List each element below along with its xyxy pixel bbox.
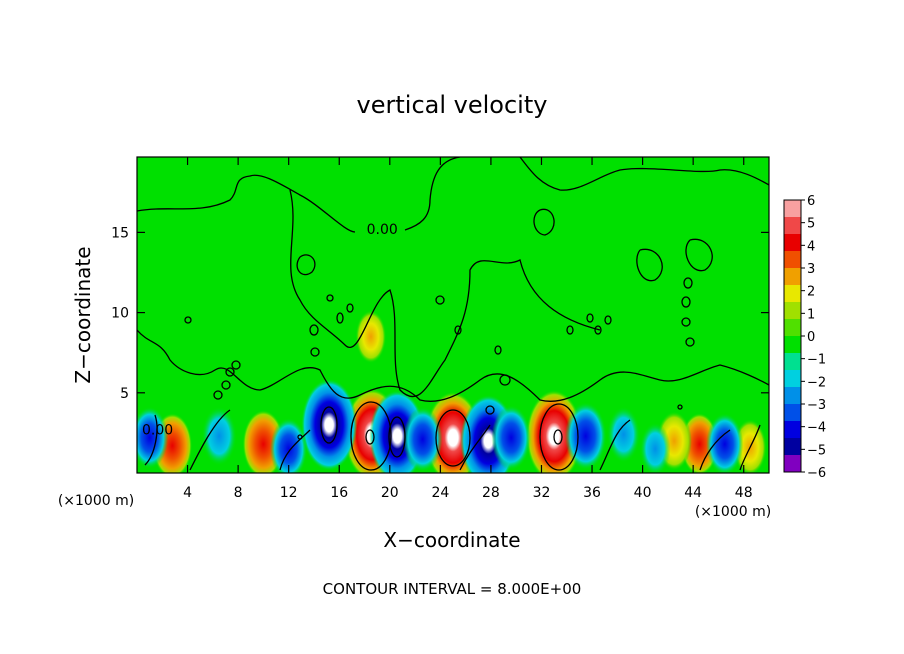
y-axis-ticks: 5 10 15 bbox=[111, 225, 769, 402]
x-tick-label: 44 bbox=[684, 485, 702, 501]
zero-contour-mid bbox=[289, 189, 601, 398]
colorbar-label: −2 bbox=[807, 375, 826, 390]
velocity-cell-16 bbox=[201, 406, 237, 466]
plot-area: 0.00 0.00 bbox=[137, 157, 769, 473]
colorbar-label: 3 bbox=[807, 262, 815, 277]
contour-label-background bbox=[357, 220, 403, 236]
x-tick-label: 28 bbox=[482, 485, 500, 501]
plot-frame bbox=[136, 156, 770, 474]
velocity-cell-8 bbox=[355, 310, 387, 364]
y-tick-label: 5 bbox=[120, 386, 129, 402]
velocity-cell-18 bbox=[607, 406, 641, 463]
colorbar-label: 0 bbox=[807, 330, 815, 345]
colorbar-label: 4 bbox=[807, 239, 815, 254]
x-tick-label: 12 bbox=[280, 485, 298, 501]
colorbar-swatch bbox=[784, 421, 801, 439]
colorbar-swatch bbox=[784, 455, 801, 473]
contour-interval-footer: CONTOUR INTERVAL = 8.000E+00 bbox=[323, 580, 582, 598]
x-tick-label: 20 bbox=[381, 485, 399, 501]
colorbar-swatch bbox=[784, 438, 801, 456]
colorbar-swatch bbox=[784, 217, 801, 235]
x-tick-label: 40 bbox=[634, 485, 652, 501]
zero-contour-upper bbox=[137, 157, 461, 233]
colorbar-label: −3 bbox=[807, 398, 826, 413]
y-tick-label: 10 bbox=[111, 306, 129, 322]
velocity-cells bbox=[137, 310, 767, 473]
colorbar-swatch bbox=[784, 200, 801, 218]
x-axis-ticks: 4 8 12 16 20 24 28 32 36 40 44 48 bbox=[183, 157, 753, 501]
x-tick-label: 16 bbox=[330, 485, 348, 501]
colorbar-swatch bbox=[784, 353, 801, 371]
colorbar-swatch bbox=[784, 251, 801, 269]
zero-contour-upper-mid bbox=[296, 208, 713, 282]
colorbar-swatch bbox=[784, 268, 801, 286]
velocity-cell-11 bbox=[402, 406, 443, 472]
contour-label: 0.00 bbox=[367, 222, 398, 238]
zero-contour-bottom bbox=[144, 409, 761, 471]
colorbar-swatch bbox=[784, 404, 801, 422]
x-tick-label: 24 bbox=[431, 485, 449, 501]
velocity-cell-13 bbox=[491, 405, 531, 471]
x-tick-label: 4 bbox=[183, 485, 192, 501]
velocity-cell-15 bbox=[137, 406, 169, 469]
colorbar-label: −5 bbox=[807, 443, 826, 458]
velocity-cell-17 bbox=[270, 417, 308, 473]
x-axis-label: X−coordinate bbox=[383, 528, 520, 552]
x-tick-label: 8 bbox=[234, 485, 243, 501]
x-unit-right: (×1000 m) bbox=[695, 504, 771, 520]
colorbar-label: −6 bbox=[807, 466, 826, 481]
colorbar: 6 5 4 3 2 1 0 −1 −2 −3 −4 −5 −6 bbox=[783, 194, 826, 481]
velocity-cell-19 bbox=[706, 413, 744, 473]
chart-title: vertical velocity bbox=[357, 91, 548, 119]
x-tick-label: 48 bbox=[735, 485, 753, 501]
x-tick-label: 32 bbox=[533, 485, 551, 501]
colorbar-label: 1 bbox=[807, 307, 815, 322]
colorbar-label: 5 bbox=[807, 217, 815, 232]
colorbar-label: 2 bbox=[807, 285, 815, 300]
colorbar-swatch bbox=[784, 234, 801, 252]
x-unit-left: (×1000 m) bbox=[58, 493, 134, 509]
colorbar-label: 6 bbox=[807, 194, 815, 209]
zero-contour-right bbox=[519, 157, 769, 191]
colorbar-swatch bbox=[784, 319, 801, 337]
velocity-cell-20 bbox=[639, 422, 671, 473]
colorbar-swatch bbox=[784, 370, 801, 388]
zero-contour-lower bbox=[137, 329, 769, 402]
velocity-cell-9 bbox=[301, 378, 358, 471]
colorbar-swatch bbox=[784, 302, 801, 320]
zero-contour-lines bbox=[137, 157, 769, 471]
y-axis-label: Z−coordinate bbox=[71, 246, 95, 383]
y-tick-label: 15 bbox=[111, 225, 129, 241]
colorbar-swatch bbox=[784, 387, 801, 405]
colorbar-swatch bbox=[784, 285, 801, 303]
contour-label-lower: 0.00 bbox=[142, 423, 173, 439]
colorbar-swatch bbox=[784, 336, 801, 354]
x-tick-label: 36 bbox=[583, 485, 601, 501]
colorbar-label: −1 bbox=[807, 353, 826, 368]
colorbar-label: −4 bbox=[807, 421, 826, 436]
